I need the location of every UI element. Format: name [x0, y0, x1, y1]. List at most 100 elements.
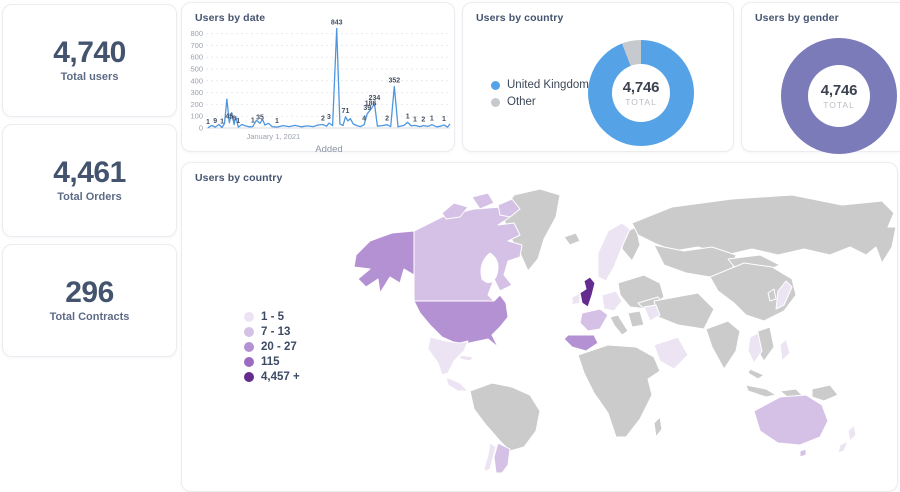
map-canada-arctic-island-1[interactable] — [441, 202, 469, 220]
map-hudson-bay — [480, 252, 499, 283]
map-legend-item-4[interactable]: 115 — [244, 356, 300, 368]
svg-text:January 1, 2021: January 1, 2021 — [246, 132, 300, 141]
map-country-tasmania[interactable] — [799, 448, 807, 458]
svg-text:2: 2 — [421, 117, 425, 124]
legend-item-united-kingdom[interactable]: United Kingdom — [491, 79, 589, 91]
svg-text:400: 400 — [190, 76, 203, 85]
svg-text:186: 186 — [365, 101, 377, 108]
map-country-ireland[interactable] — [571, 292, 581, 306]
map-country-mexico[interactable] — [427, 336, 469, 376]
total-contracts-label: Total Contracts — [49, 311, 130, 323]
bin4-dot-icon — [244, 357, 254, 367]
bin1-dot-icon — [244, 312, 254, 322]
world-choropleth-map[interactable] — [342, 183, 897, 473]
total-orders-label: Total Orders — [57, 191, 122, 203]
svg-text:100: 100 — [190, 112, 203, 121]
svg-text:9: 9 — [213, 118, 217, 125]
total-contracts-value: 296 — [65, 276, 114, 309]
country-donut-total-label: TOTAL — [625, 97, 657, 107]
svg-text:200: 200 — [190, 100, 203, 109]
bin2-label: 7 - 13 — [261, 326, 291, 338]
country-donut-total: 4,746 — [622, 79, 660, 96]
map-country-russia — [631, 194, 897, 264]
map-country-new-guinea — [811, 384, 839, 402]
map-region-middle-east — [653, 292, 715, 330]
map-country-new-zealand-north[interactable] — [847, 424, 857, 442]
users-by-country-donut-title: Users by country — [476, 12, 564, 24]
users-by-country-donut-chart[interactable]: 4,746 TOTAL — [588, 40, 694, 146]
svg-text:45: 45 — [225, 114, 233, 121]
users-by-country-map-title: Users by country — [195, 172, 283, 184]
map-country-japan[interactable] — [775, 280, 793, 310]
map-region-scandinavia[interactable] — [597, 222, 631, 282]
gender-donut-center: 4,746 TOTAL — [808, 65, 870, 127]
users-by-gender-donut-card: Users by gender 4,746 TOTAL — [741, 2, 900, 154]
map-country-south-korea — [767, 288, 777, 302]
svg-text:35: 35 — [256, 114, 264, 121]
total-contracts-card: 296 Total Contracts — [2, 244, 177, 357]
map-country-thailand[interactable] — [747, 332, 763, 364]
legend-item-other[interactable]: Other — [491, 96, 589, 108]
united-kingdom-legend-label: United Kingdom — [507, 79, 589, 91]
total-users-card: 4,740 Total users — [2, 4, 177, 117]
map-country-usa[interactable] — [413, 294, 509, 348]
united-kingdom-dot-icon — [491, 80, 500, 90]
svg-text:1: 1 — [251, 118, 255, 125]
map-legend-item-3[interactable]: 20 - 27 — [244, 341, 300, 353]
svg-text:39: 39 — [363, 105, 371, 112]
map-country-romania[interactable] — [643, 304, 661, 322]
map-country-iceland — [563, 232, 581, 246]
map-region-south-america-north — [469, 382, 541, 452]
map-country-china — [709, 262, 797, 322]
total-orders-value: 4,461 — [53, 156, 126, 189]
map-country-saudi-arabia[interactable] — [653, 336, 689, 370]
svg-text:1: 1 — [275, 118, 279, 125]
bin4-label: 115 — [261, 356, 280, 368]
map-country-france[interactable] — [579, 308, 609, 332]
users-by-gender-donut-title: Users by gender — [755, 12, 839, 24]
map-country-australia[interactable] — [753, 394, 829, 446]
map-region-africa — [577, 344, 661, 438]
gender-donut-total: 4,746 — [820, 82, 858, 99]
total-users-value: 4,740 — [53, 36, 126, 69]
bin5-label: 4,457 + — [261, 371, 300, 383]
map-country-united-kingdom[interactable] — [579, 276, 596, 308]
users-by-date-title: Users by date — [195, 12, 266, 24]
map-country-new-zealand-south[interactable] — [837, 440, 849, 454]
bin3-dot-icon — [244, 342, 254, 352]
other-dot-icon — [491, 97, 500, 107]
map-canada-arctic-island-2[interactable] — [471, 192, 495, 210]
country-donut-legend: United Kingdom Other — [491, 79, 589, 108]
map-legend: 1 - 5 7 - 13 20 - 27 115 4,457 + — [244, 311, 300, 383]
map-country-germany[interactable] — [601, 290, 623, 312]
map-legend-item-5[interactable]: 4,457 + — [244, 371, 300, 383]
map-legend-item-1[interactable]: 1 - 5 — [244, 311, 300, 323]
map-region-balkans — [627, 310, 645, 328]
svg-text:3: 3 — [327, 114, 331, 121]
users-by-gender-donut-chart[interactable]: 4,746 TOTAL — [781, 38, 897, 154]
map-region-central-america[interactable] — [445, 376, 469, 392]
total-orders-card: 4,461 Total Orders — [2, 124, 177, 237]
bin3-label: 20 - 27 — [261, 341, 297, 353]
map-country-spain[interactable] — [563, 334, 599, 352]
svg-text:1: 1 — [442, 116, 446, 123]
map-legend-item-2[interactable]: 7 - 13 — [244, 326, 300, 338]
map-country-argentina[interactable] — [493, 442, 511, 473]
map-country-alaska[interactable] — [353, 230, 415, 294]
users-by-date-card: Users by date 0 100 200 300 400 500 600 700 800 1… — [181, 2, 456, 153]
bin5-dot-icon — [244, 372, 254, 382]
map-canada-arctic-island-3[interactable] — [497, 198, 521, 218]
svg-text:0: 0 — [199, 124, 203, 133]
svg-text:4: 4 — [362, 116, 366, 123]
svg-text:1: 1 — [220, 119, 224, 126]
svg-text:6: 6 — [232, 115, 236, 122]
svg-text:600: 600 — [190, 53, 203, 62]
other-legend-label: Other — [507, 96, 536, 108]
svg-text:700: 700 — [190, 41, 203, 50]
map-country-cuba[interactable] — [459, 354, 475, 362]
map-country-philippines[interactable] — [779, 338, 791, 362]
svg-text:234: 234 — [369, 95, 381, 102]
svg-text:800: 800 — [190, 29, 203, 38]
map-country-malaysia — [747, 368, 765, 380]
